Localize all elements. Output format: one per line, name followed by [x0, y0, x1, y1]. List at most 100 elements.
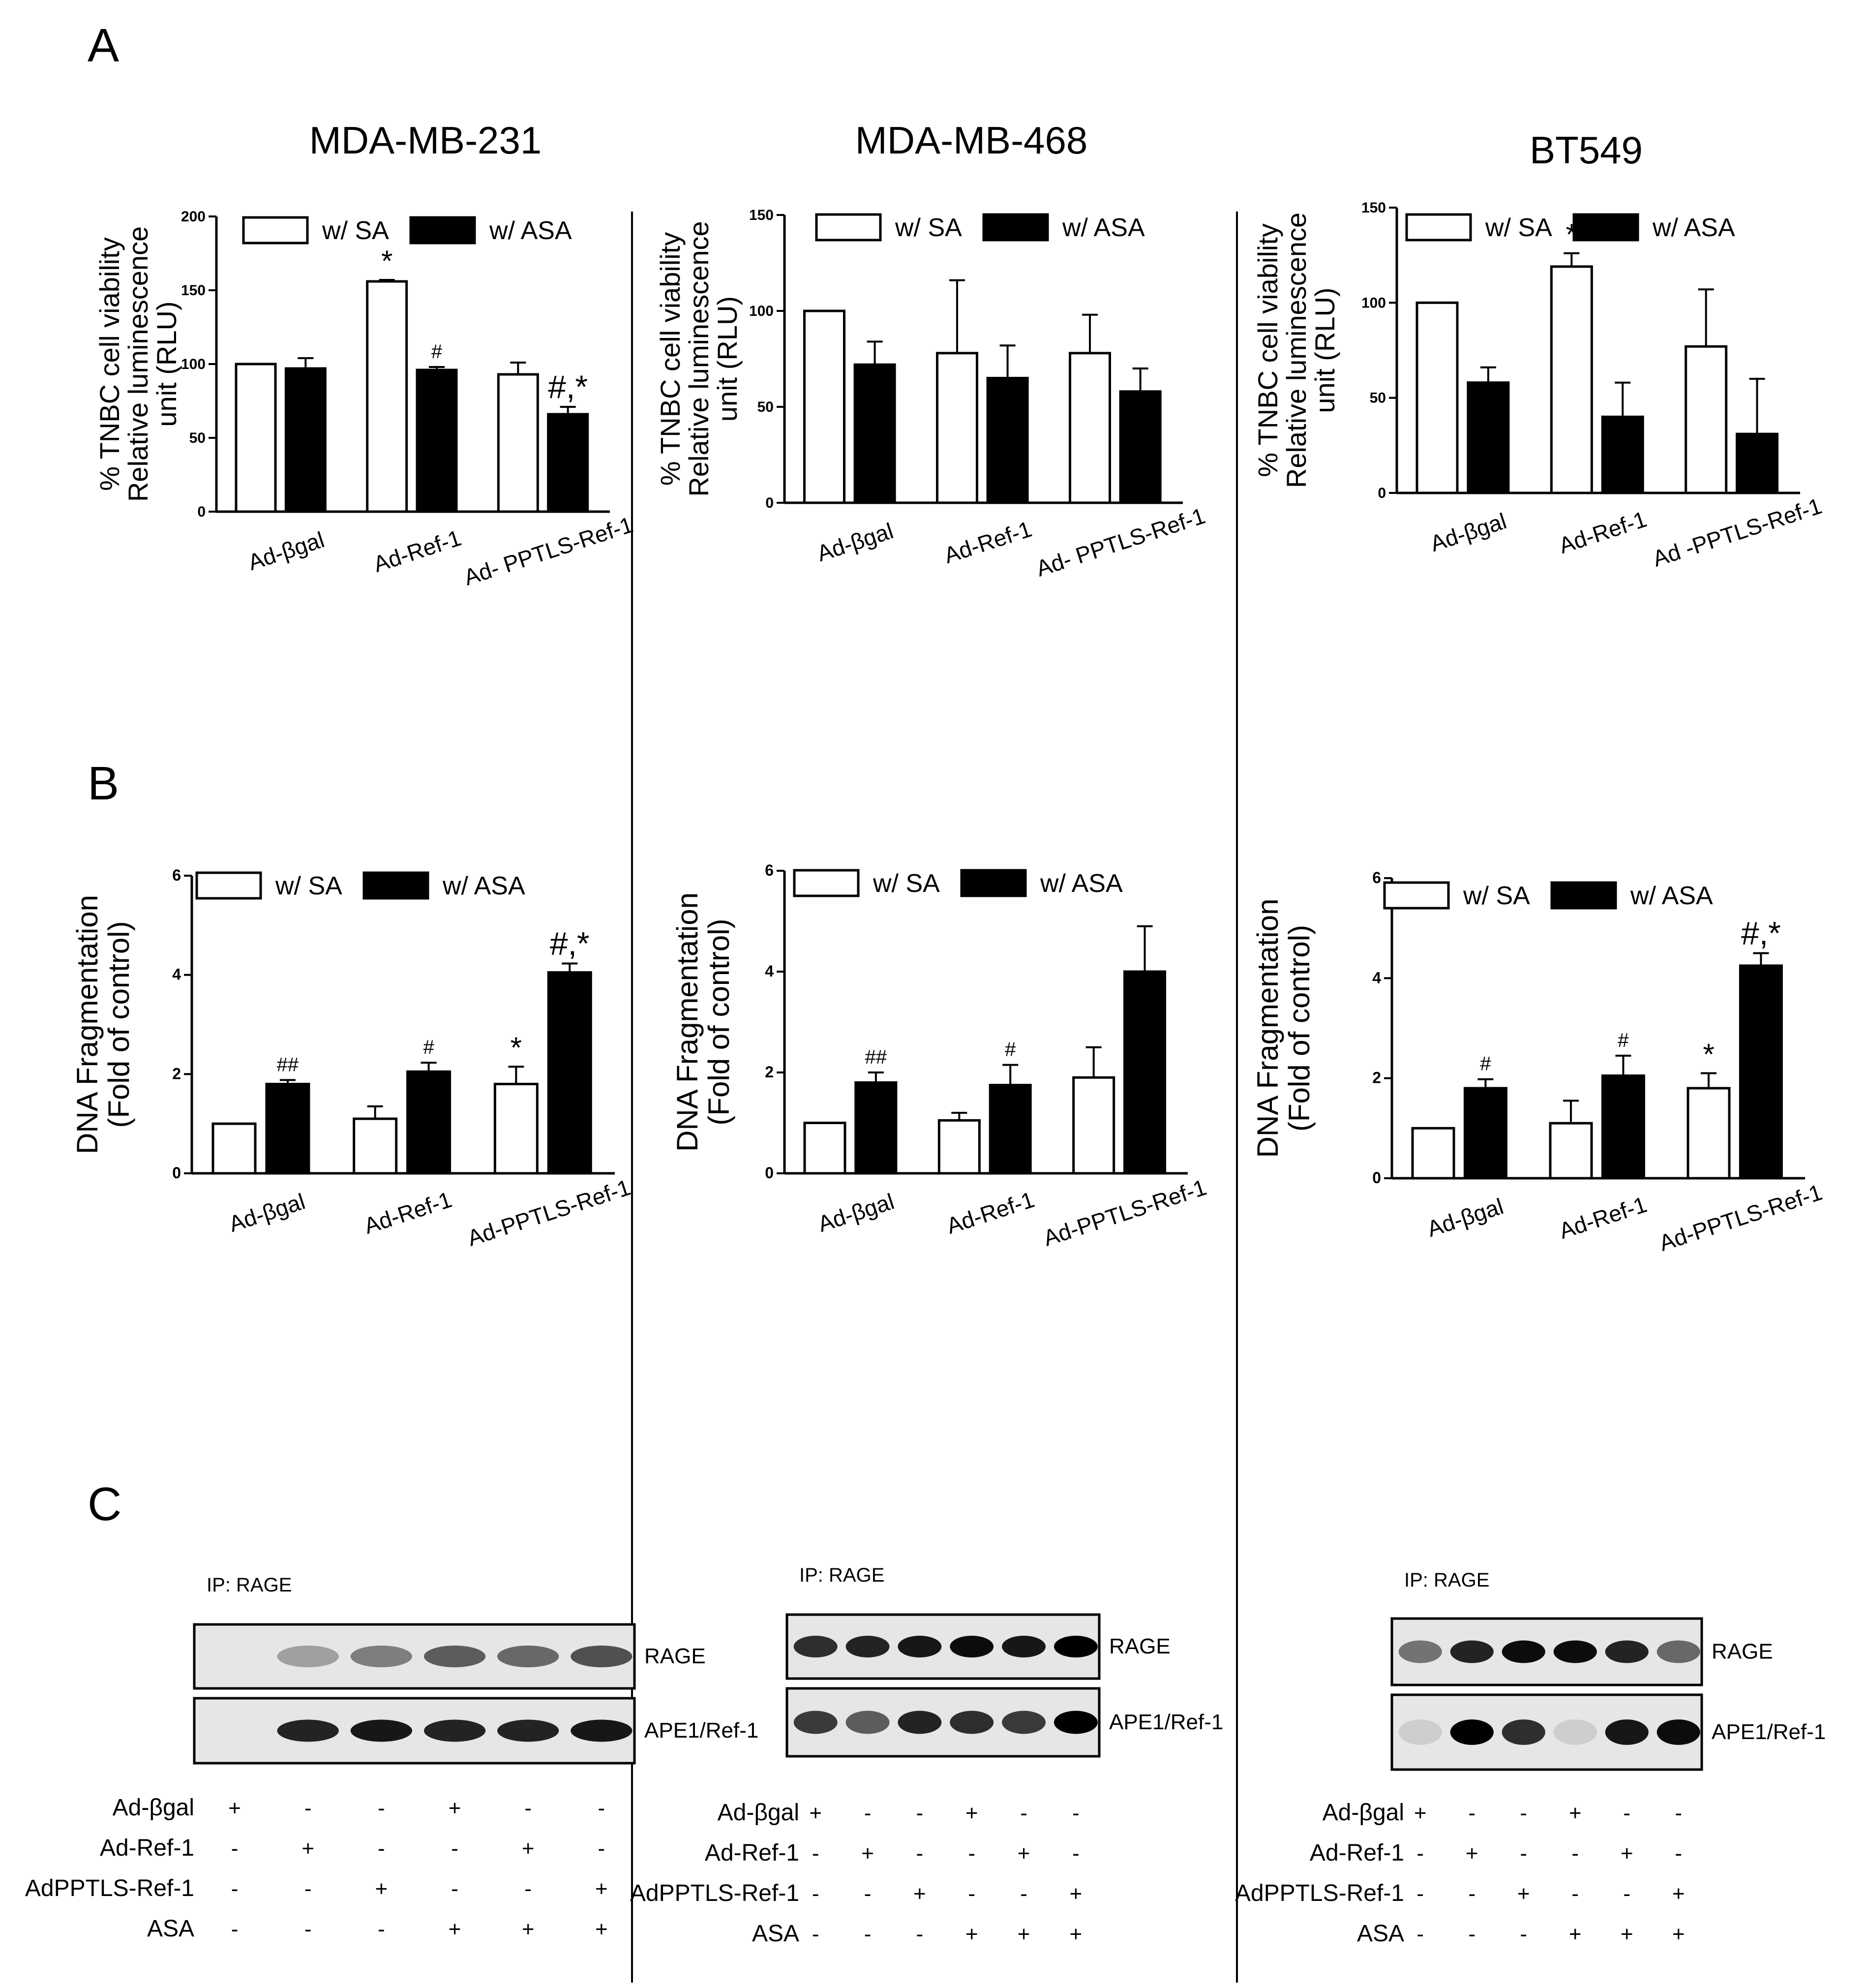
band-label: RAGE — [1109, 1634, 1171, 1658]
rage-blot-frame — [1390, 1617, 1703, 1686]
ape1-band — [1398, 1719, 1442, 1745]
treatment-row-label: AdPPTLS-Ref-1 — [1235, 1880, 1404, 1906]
legend-swatch-asa — [409, 216, 476, 245]
category-label: Ad- PPTLS-Ref-1 — [1033, 503, 1208, 581]
treatment-sign: + — [1517, 1882, 1530, 1906]
treatment-sign: + — [1672, 1882, 1685, 1906]
chart-a-mda-mb-231: 0 50 100 150 200 % TNBC cell viabilityRelativ… — [94, 209, 636, 590]
panel-letter-a: A — [88, 19, 119, 72]
y-tick-label: 0 — [197, 504, 206, 520]
treatment-sign: - — [1468, 1882, 1476, 1906]
y-tick-label: 6 — [172, 866, 181, 884]
ape1-band — [350, 1719, 413, 1742]
treatment-row-label: Ad-βgal — [718, 1800, 799, 1826]
y-tick-label: 100 — [181, 356, 206, 372]
blot-panel-mda-mb-231: IP: RAGE RAGE APE1/Ref-1 Ad-βgal + - - + - - Ad-Re… — [25, 1574, 758, 1942]
rage-band — [277, 1645, 339, 1668]
ape1-band — [898, 1711, 942, 1734]
ape1-band — [1502, 1719, 1545, 1745]
ape1-blot-frame — [193, 1697, 636, 1765]
y-axis-label: Relative luminescence — [122, 226, 153, 502]
category-label: Ad-βgal — [226, 1188, 308, 1237]
treatment-sign: + — [1672, 1922, 1685, 1946]
bar-sa — [493, 1083, 539, 1175]
y-axis-label: DNA Fragmentation — [71, 895, 104, 1154]
treatment-sign: + — [1070, 1882, 1083, 1906]
band-label: APE1/Ref-1 — [1109, 1710, 1223, 1734]
treatment-sign: - — [1623, 1882, 1630, 1906]
ape1-band — [1656, 1719, 1700, 1745]
y-axis-label: unit (RLU) — [712, 296, 743, 422]
legend-label-asa: w/ ASA — [489, 216, 572, 245]
treatment-sign: + — [1466, 1841, 1478, 1866]
chart-b-mda-mb-231: 0 2 4 6 DNA Fragmentation(Fold of control) w/… — [71, 866, 633, 1251]
y-tick-label: 50 — [757, 399, 774, 415]
treatment-sign: + — [809, 1801, 822, 1825]
rage-band — [350, 1645, 413, 1668]
category-label: Ad-Ref-1 — [370, 525, 464, 577]
legend-label-sa: w/ SA — [1485, 214, 1552, 242]
y-tick-label: 50 — [189, 430, 206, 446]
y-axis-label: (Fold of control) — [102, 921, 135, 1128]
category-label: Ad-Ref-1 — [941, 516, 1035, 568]
treatment-sign: - — [968, 1882, 975, 1906]
treatment-sign: - — [304, 1917, 312, 1941]
category-label: Ad-PPTLS-Ref-1 — [1040, 1174, 1209, 1251]
y-axis-label: (Fold of control) — [1283, 925, 1316, 1132]
treatment-sign: - — [1675, 1801, 1682, 1825]
treatment-sign: - — [378, 1836, 385, 1861]
treatment-sign: - — [1468, 1801, 1476, 1825]
legend-label-sa: w/ SA — [873, 869, 940, 898]
bar-asa — [1463, 1087, 1507, 1180]
y-axis-label: Relative luminescence — [1281, 213, 1312, 488]
ip-label: IP: RAGE — [799, 1564, 884, 1586]
treatment-sign: + — [1569, 1801, 1582, 1825]
ip-label: IP: RAGE — [1404, 1569, 1489, 1591]
bar-sa — [353, 1117, 398, 1175]
y-tick-label: 4 — [765, 962, 774, 980]
bar-sa — [1072, 1076, 1115, 1175]
significance-marker: # — [1618, 1030, 1629, 1051]
treatment-sign: - — [1623, 1801, 1630, 1825]
treatment-sign: - — [968, 1841, 975, 1866]
bar-asa — [854, 1081, 898, 1175]
rage-blot-frame — [785, 1613, 1101, 1680]
treatment-sign: + — [1621, 1922, 1633, 1946]
treatment-row-label: AdPPTLS-Ref-1 — [25, 1875, 194, 1901]
treatment-sign: + — [228, 1796, 241, 1820]
y-axis-label: DNA Fragmentation — [671, 892, 704, 1152]
ape1-band — [1450, 1719, 1494, 1745]
y-tick-label: 200 — [181, 209, 206, 225]
legend-swatch-sa — [195, 871, 262, 900]
legend-label-sa: w/ SA — [275, 872, 342, 900]
bar-asa — [284, 367, 327, 513]
treatment-sign: + — [1414, 1801, 1427, 1825]
treatment-sign: + — [449, 1796, 461, 1820]
bar-sa — [937, 1119, 981, 1175]
treatment-row-label: AdPPTLS-Ref-1 — [630, 1880, 799, 1906]
rage-band — [1656, 1640, 1700, 1663]
rage-band — [1002, 1635, 1046, 1658]
treatment-sign: - — [598, 1836, 605, 1861]
legend-swatch-sa — [793, 869, 860, 897]
rage-band — [793, 1635, 838, 1658]
treatment-sign: - — [1520, 1922, 1527, 1946]
y-axis-label: % TNBC cell viability — [94, 237, 125, 491]
bar-sa — [1550, 265, 1593, 494]
ape1-band — [793, 1711, 838, 1734]
bar-asa — [547, 413, 589, 513]
bar-asa — [416, 368, 458, 513]
y-axis-label: unit (RLU) — [151, 301, 182, 427]
treatment-row-label: Ad-βgal — [113, 1795, 194, 1821]
cell-line-title-bt549: BT549 — [1530, 128, 1643, 172]
significance-marker: ## — [277, 1054, 299, 1075]
y-tick-label: 2 — [1372, 1069, 1381, 1087]
treatment-sign: - — [378, 1917, 385, 1941]
legend-label-sa: w/ SA — [1463, 882, 1530, 910]
category-label: Ad-βgal — [1427, 508, 1510, 556]
bar-asa — [1739, 964, 1783, 1180]
treatment-row-label: Ad-βgal — [1323, 1800, 1404, 1826]
bar-sa — [936, 352, 978, 504]
bar-sa — [366, 280, 408, 513]
